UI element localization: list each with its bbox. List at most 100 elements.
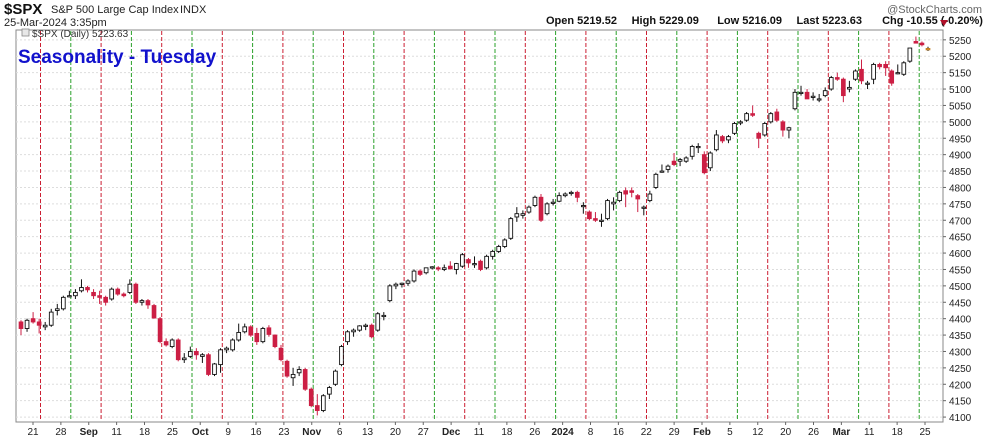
candle-body (109, 288, 115, 300)
y-tick-label: 4700 (949, 216, 972, 227)
candle-body (611, 201, 616, 205)
y-tick-label: 5000 (949, 118, 972, 129)
candle-body (30, 318, 36, 323)
candle (460, 253, 465, 268)
candle (48, 308, 54, 327)
candle-body (635, 195, 641, 200)
candle (127, 279, 133, 295)
candle-body (568, 191, 574, 195)
candle-body (405, 280, 411, 284)
candle (762, 121, 768, 137)
candle (345, 330, 350, 345)
x-tick-label: 29 (669, 427, 681, 438)
x-tick-label: 23 (278, 427, 290, 438)
candle (54, 303, 60, 316)
candle (889, 69, 895, 86)
candle-body (925, 48, 931, 51)
candle (798, 85, 804, 96)
candle (79, 279, 84, 293)
y-tick-label: 4150 (949, 397, 972, 408)
x-tick-label: 18 (892, 427, 904, 438)
stat-last: Last 5223.63 (797, 15, 862, 27)
x-tick-label: 26 (808, 427, 820, 438)
candle-body (841, 78, 846, 97)
candle (629, 187, 635, 198)
y-tick-label: 5100 (949, 85, 972, 96)
candle (907, 47, 913, 63)
candle (411, 269, 417, 283)
candle-body (726, 136, 731, 141)
candle (327, 385, 332, 400)
watermark: @StockCharts.com (887, 4, 982, 16)
x-tick-label: 27 (418, 427, 430, 438)
candle-body (242, 326, 248, 333)
candle-body (574, 191, 580, 198)
candle (683, 156, 689, 163)
candle-body (447, 265, 453, 270)
candle (738, 120, 743, 126)
candle-body (514, 213, 520, 218)
candle (302, 367, 308, 391)
candle-body (762, 123, 768, 136)
candle-body (744, 113, 749, 121)
candle (357, 325, 362, 332)
candle (454, 262, 459, 275)
x-tick-label: 20 (780, 427, 792, 438)
candle (568, 190, 574, 196)
seasonality-vertical-lines (40, 31, 920, 421)
candle-body (399, 282, 405, 285)
x-tick-label: Nov (302, 427, 321, 438)
candle-body (774, 111, 780, 121)
candle (284, 359, 290, 378)
candle-body (121, 293, 127, 297)
candle (296, 366, 302, 377)
exchange: INDX (180, 4, 207, 16)
candle (641, 205, 647, 216)
candle-body (707, 152, 713, 169)
candle-body (871, 63, 876, 80)
y-tick-label: 5250 (949, 36, 972, 47)
candle-body (345, 331, 350, 343)
candle (822, 87, 828, 98)
candle (472, 256, 477, 268)
candle-body (260, 328, 266, 343)
candle (496, 244, 502, 254)
candle (744, 112, 749, 122)
x-tick-label: 26 (529, 427, 541, 438)
candle-body (629, 190, 635, 193)
candle-body (24, 319, 30, 329)
candle-body (556, 195, 562, 202)
candle-body (387, 285, 393, 302)
candle-body (460, 254, 465, 267)
candle-body (581, 205, 586, 208)
candle (774, 108, 780, 122)
candle-body (339, 346, 344, 366)
candle (611, 197, 616, 211)
candle (109, 287, 115, 301)
candle-body (266, 327, 272, 335)
candle (351, 328, 356, 337)
x-tick-label: 18 (501, 427, 513, 438)
candle (804, 89, 810, 100)
candle-body (327, 387, 332, 395)
candle-body (157, 318, 163, 343)
candle-body (375, 313, 381, 331)
candle-body (79, 287, 84, 292)
y-tick-label: 4850 (949, 167, 972, 178)
candle-body (48, 311, 54, 326)
candle-body (647, 193, 653, 202)
candle-body (665, 165, 671, 170)
candle (490, 249, 495, 260)
price-stats: Open 5219.52 High 5229.09 Low 5216.09 Last … (546, 15, 983, 27)
candle (169, 338, 175, 349)
candle (647, 190, 653, 203)
candle-body (816, 98, 822, 101)
candle (181, 353, 187, 363)
candle (206, 353, 211, 377)
y-tick-label: 4250 (949, 364, 972, 375)
candle-body (695, 146, 701, 149)
candle-body (212, 363, 217, 375)
candle (387, 284, 393, 303)
